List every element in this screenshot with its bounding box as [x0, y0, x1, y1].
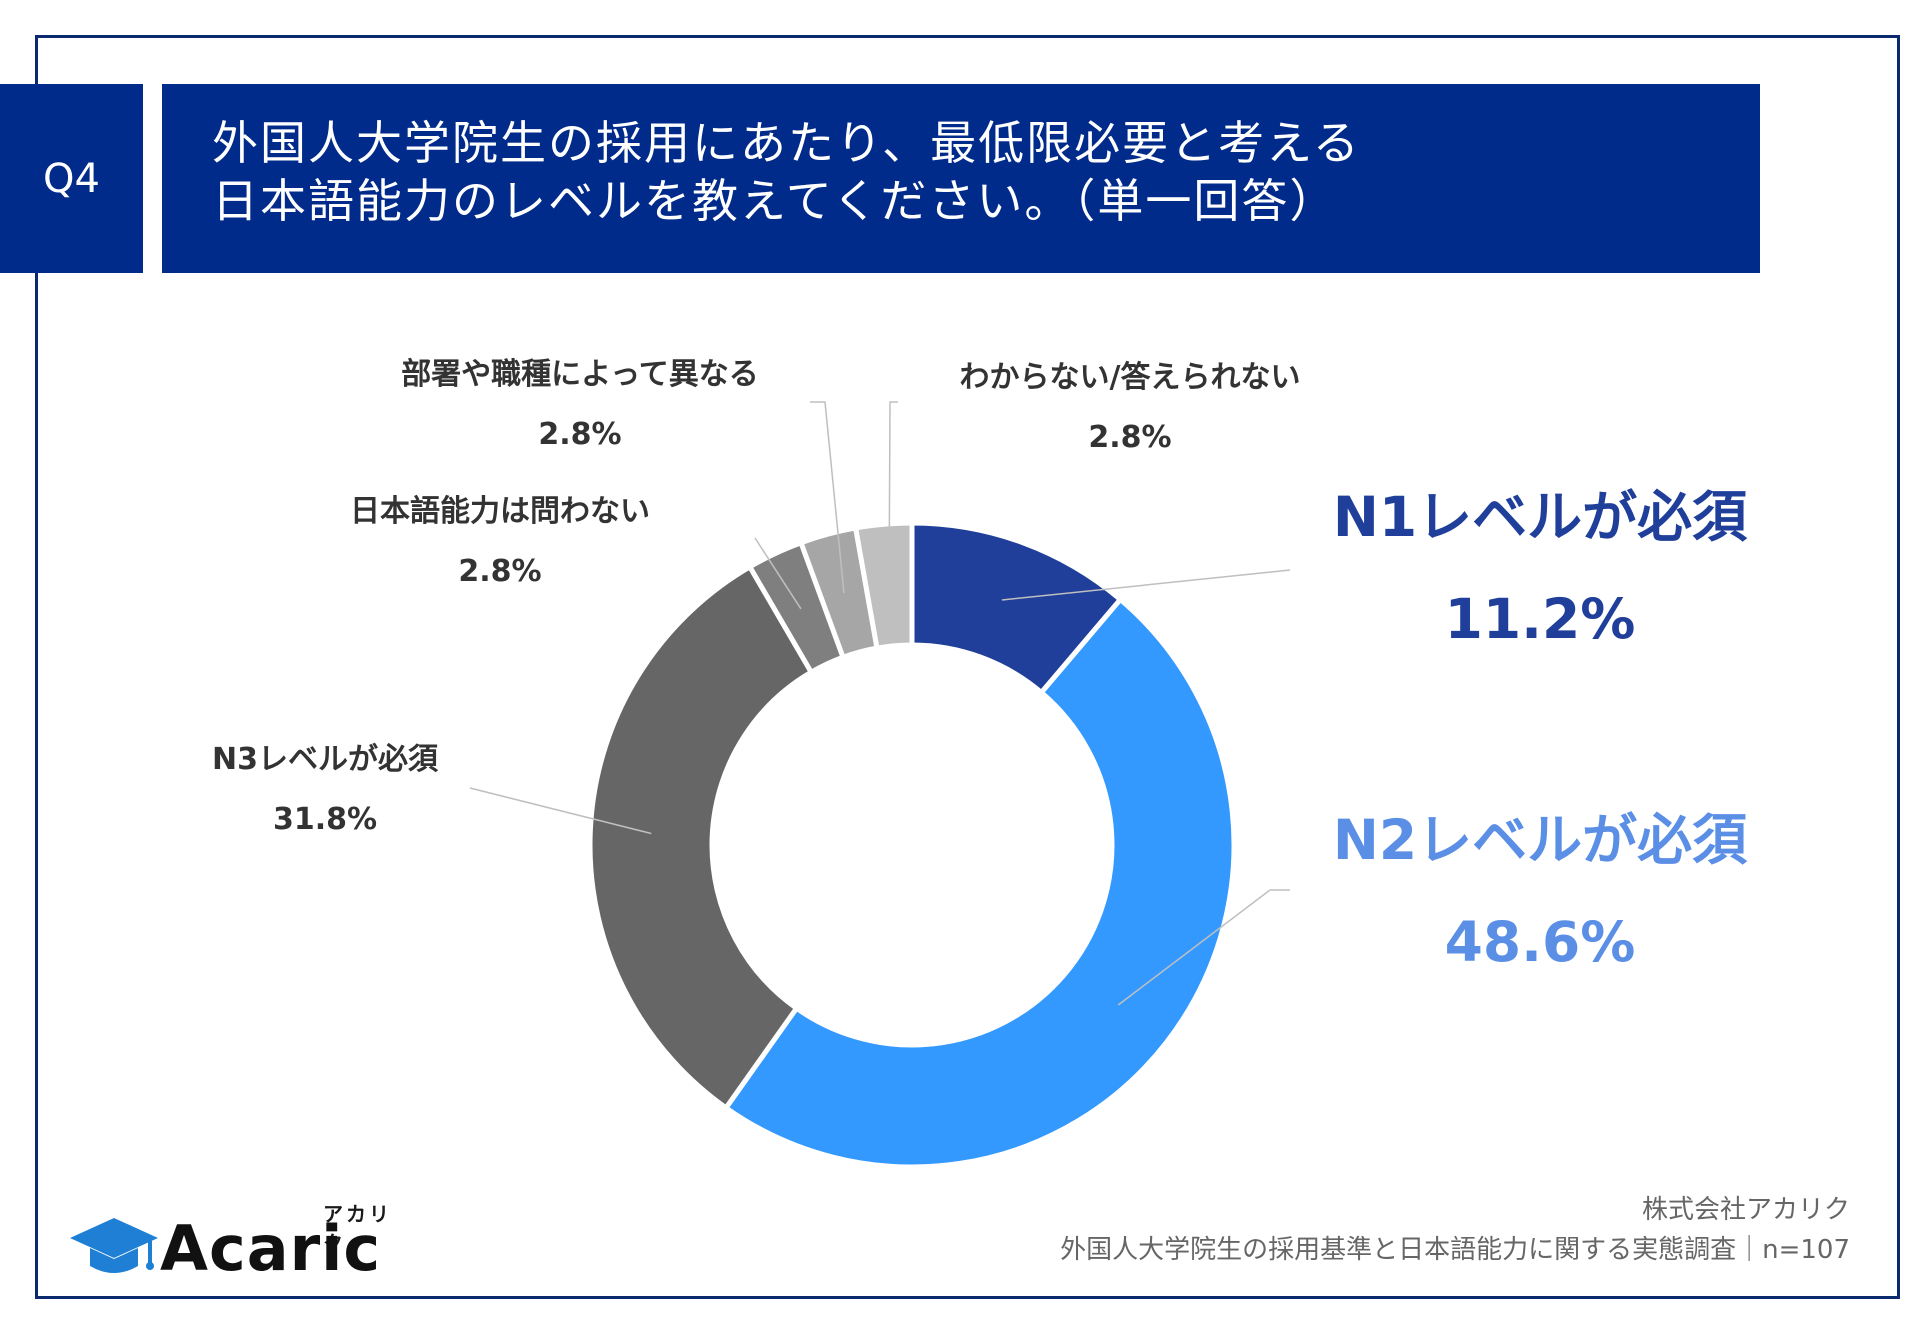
logo-kana: アカリク: [323, 1202, 392, 1255]
graduation-cap-icon: [70, 1218, 158, 1273]
label-unknown: わからない/答えられない 2.8%: [900, 358, 1360, 458]
slice-unknown: [852, 520, 915, 651]
label-varies-value: 2.8%: [538, 417, 622, 452]
leader-line: [1117, 889, 1290, 1006]
label-n3: N3レベルが必須 31.8%: [175, 740, 475, 840]
leader-line: [1001, 569, 1291, 601]
label-no-requirement: 日本語能力は問わない 2.8%: [300, 492, 700, 592]
label-varies: 部署や職種によって異なる 2.8%: [350, 355, 810, 455]
leader-line: [810, 401, 845, 594]
label-unknown-value: 2.8%: [1088, 420, 1172, 455]
leader-line: [469, 787, 652, 835]
title-line-1: 外国人大学院生の採用にあたり、最低限必要と考える: [212, 116, 1361, 170]
label-n2: N2レベルが必須 48.6%: [1320, 805, 1760, 977]
label-n3-value: 31.8%: [272, 802, 378, 837]
label-n2-name: N2レベルが必須: [1332, 808, 1748, 872]
logo-wordmark: Acaric: [160, 1212, 382, 1285]
label-varies-name: 部署や職種によって異なる: [401, 357, 759, 392]
label-n3-name: N3レベルが必須: [212, 742, 438, 777]
question-title: 外国人大学院生の採用にあたり、最低限必要と考える 日本語能力のレベルを教えてくだ…: [162, 84, 1760, 273]
leader-line: [754, 537, 802, 610]
leader-line: [888, 401, 898, 586]
source-footer: 株式会社アカリク 外国人大学院生の採用基準と日本語能力に関する実態調査｜n=10…: [1060, 1190, 1850, 1270]
label-unknown-name: わからない/答えられない: [959, 360, 1301, 395]
label-n2-value: 48.6%: [1444, 910, 1636, 974]
label-n1-name: N1レベルが必須: [1332, 485, 1748, 549]
label-n1-value: 11.2%: [1444, 587, 1636, 651]
question-badge: Q4: [0, 84, 143, 273]
title-line-2: 日本語能力のレベルを教えてください。（単一回答）: [212, 174, 1338, 228]
acaric-logo: アカリク Acaric: [68, 1198, 398, 1285]
label-no-requirement-name: 日本語能力は問わない: [350, 494, 650, 529]
slice-n2: [722, 595, 1237, 1170]
footer-survey: 外国人大学院生の採用基準と日本語能力に関する実態調査｜n=107: [1060, 1235, 1850, 1265]
label-no-requirement-value: 2.8%: [458, 554, 542, 589]
slice-n3: [587, 563, 815, 1112]
label-n1: N1レベルが必須 11.2%: [1320, 482, 1760, 654]
footer-company: 株式会社アカリク: [1641, 1195, 1850, 1225]
